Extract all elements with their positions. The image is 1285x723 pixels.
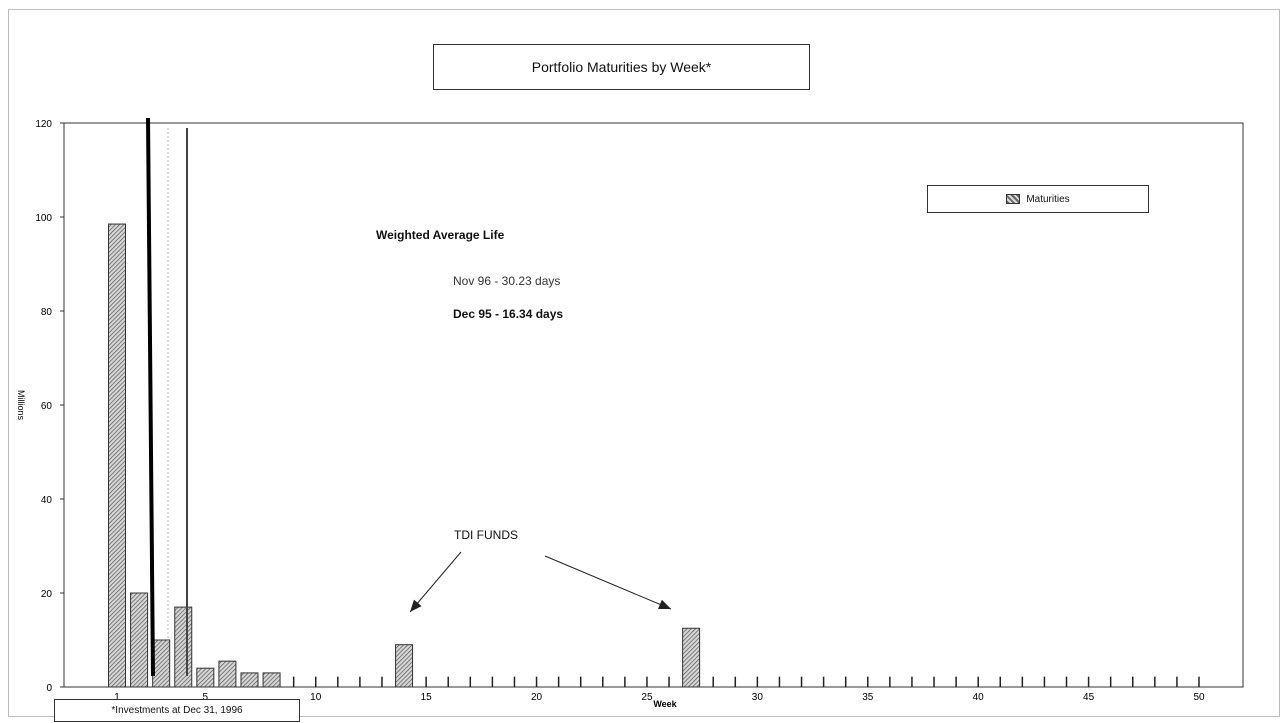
y-tick-label: 60 xyxy=(41,401,53,412)
y-tick-label: 20 xyxy=(41,589,53,600)
x-tick-label: 35 xyxy=(862,692,874,703)
footnote-box: *Investments at Dec 31, 1996 xyxy=(54,699,300,722)
y-tick-label: 0 xyxy=(46,683,52,694)
wal-title: Weighted Average Life xyxy=(376,228,505,242)
footnote-text: *Investments at Dec 31, 1996 xyxy=(111,705,243,716)
bar xyxy=(682,627,701,688)
bar xyxy=(395,644,414,688)
x-tick-label: 45 xyxy=(1083,692,1095,703)
outer-frame xyxy=(8,9,1280,717)
bar xyxy=(218,660,237,688)
x-tick-label: 50 xyxy=(1193,692,1205,703)
tdi-funds-label: TDI FUNDS xyxy=(454,528,518,542)
bar xyxy=(240,672,259,688)
chart-title: Portfolio Maturities by Week* xyxy=(531,59,712,75)
y-tick-label: 100 xyxy=(35,213,52,224)
wal-dec-95: Dec 95 - 16.34 days xyxy=(453,307,564,321)
bar xyxy=(174,606,193,688)
x-tick-label: 5 xyxy=(203,692,209,703)
x-tick-label: 40 xyxy=(973,692,985,703)
bar xyxy=(196,667,215,688)
y-tick-label: 40 xyxy=(41,495,53,506)
arrow-to-week-27-shaft xyxy=(544,555,672,610)
x-tick-label: 20 xyxy=(531,692,543,703)
bar xyxy=(108,223,126,688)
legend-swatch-icon xyxy=(1006,194,1021,204)
chart-title-box: Portfolio Maturities by Week* xyxy=(433,44,810,90)
x-axis-label: Week xyxy=(653,699,677,709)
x-tick-label: 30 xyxy=(752,692,764,703)
x-tick-label: 1 xyxy=(114,692,120,703)
y-tick-label: 80 xyxy=(41,307,53,318)
bar xyxy=(130,592,149,688)
legend-label-maturities: Maturities xyxy=(1026,193,1070,205)
y-axis-label: Millions xyxy=(16,390,26,421)
legend: Maturities xyxy=(927,185,1149,213)
arrow-to-week-14-head xyxy=(410,599,422,612)
bar xyxy=(152,639,171,688)
x-tick-label: 15 xyxy=(421,692,433,703)
x-tick-label: 10 xyxy=(310,692,322,703)
arrow-to-week-14-shaft xyxy=(409,551,462,613)
wal-nov-96: Nov 96 - 30.23 days xyxy=(453,274,561,288)
arrow-to-week-27-head xyxy=(658,599,671,609)
x-tick-label: 25 xyxy=(641,692,653,703)
y-tick-label: 120 xyxy=(35,119,52,130)
marker-line-thick xyxy=(146,117,155,677)
bar xyxy=(262,672,281,688)
